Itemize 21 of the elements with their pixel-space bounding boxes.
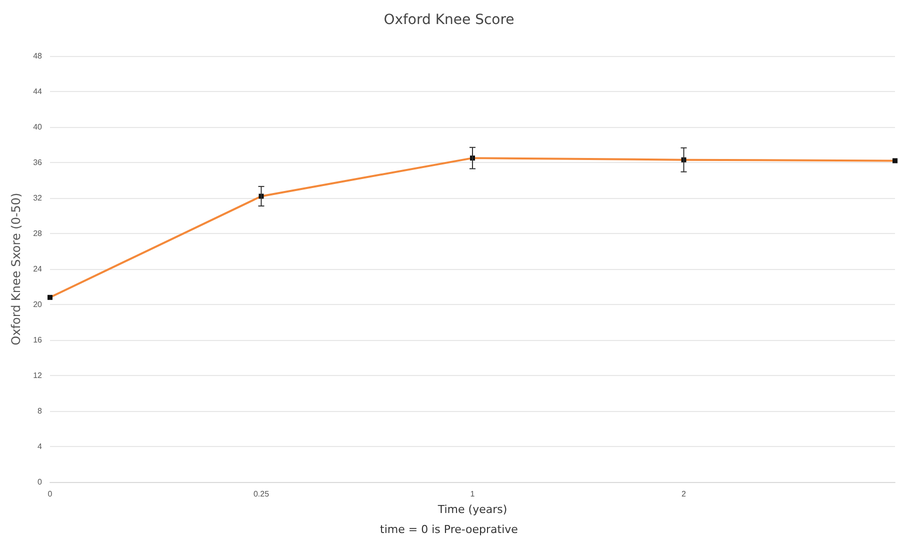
y-tick-label: 44 [33,87,43,96]
y-tick-label: 40 [33,122,43,132]
text: time = 0 is Pre-oeprative [380,523,518,536]
y-tick-label: 20 [33,300,43,309]
y-tick-label: 32 [33,194,43,202]
y-tick-label: 16 [33,336,43,344]
x-tick-label: 0 [48,490,53,498]
y-tick-label: 0 [38,478,43,486]
x-tick-label: 0.25 [253,490,270,498]
y-tick-label: 4 [38,442,43,451]
x-axis-title: Time (years) [436,503,508,516]
y-tick-label: 24 [33,264,43,274]
y-tick-label: 28 [33,229,43,238]
y-tick-label: 48 [33,52,43,60]
y-tick-label: 8 [38,406,43,416]
x-tick-label: 1 [470,490,476,498]
y-tick-label: 12 [33,371,43,380]
x-tick-label: 2 [682,490,687,498]
y-axis-title: Oxford Knee Sxore (0-50) [9,192,23,346]
y-tick-label: 36 [33,158,43,167]
chart-title: Oxford Knee Score [384,12,514,28]
